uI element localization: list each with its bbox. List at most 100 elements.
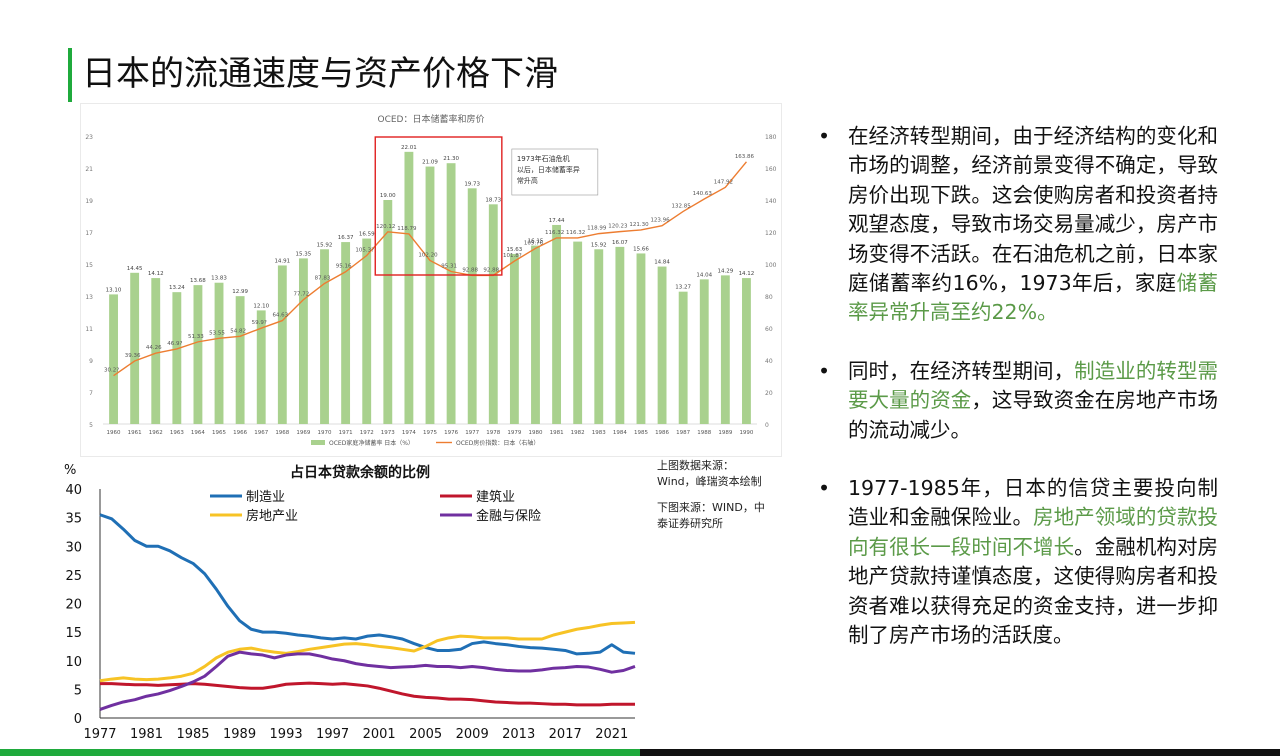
chart1-bar-label: 19.00 <box>380 193 396 199</box>
chart1-x-tick-label: 1966 <box>233 430 247 436</box>
chart1-right-tick-label: 160 <box>765 166 777 173</box>
chart1-bar <box>615 246 625 424</box>
chart1-bar <box>636 253 646 424</box>
chart1-bar <box>552 224 562 424</box>
chart1-x-tick-label: 1970 <box>318 430 332 436</box>
chart1-line-label: 44.26 <box>146 345 162 351</box>
chart1-line-label: 53.55 <box>209 330 225 336</box>
chart1-bar <box>193 285 203 424</box>
chart1-x-tick-label: 1963 <box>170 430 184 436</box>
chart1-x-tick-label: 1985 <box>634 430 648 436</box>
chart1-bar <box>341 242 351 424</box>
chart1-line-label: 51.33 <box>188 334 204 340</box>
chart1-line-label: 95.31 <box>441 264 457 270</box>
chart1-x-tick-label: 1984 <box>613 430 627 436</box>
chart1-bar <box>172 292 182 424</box>
chart1-bar <box>531 245 540 424</box>
chart1-bar-label: 16.37 <box>338 235 354 241</box>
loan-share-chart: 占日本贷款余额的比例% 0 5 10 15 20 25 30 35 40 1977 1981 1985 1… <box>60 458 642 744</box>
chart1-line-label: 120.23 <box>608 224 628 230</box>
chart2-legend-label: 金融与保险 <box>476 508 541 524</box>
chart1-legend-label: OCED家庭净储蓄率 日本（%） <box>329 439 414 447</box>
bullet-text: 同时，在经济转型期间， <box>848 358 1075 383</box>
chart1-line-label: 92.88 <box>462 267 478 273</box>
source-note: 上图数据来源：Wind，峰瑞资本绘制 下图来源：WIND，中泰证券研究所 <box>657 458 767 542</box>
chart1-line-label: 64.63 <box>272 313 288 319</box>
chart2-y-tick-label: 5 <box>74 683 82 698</box>
chart1-bar <box>298 258 308 424</box>
chart1-right-tick-label: 20 <box>765 390 773 397</box>
chart1-line-label: 46.9? <box>167 341 182 347</box>
chart2-x-tick-label: 2009 <box>456 727 489 742</box>
bullet-dot: • <box>818 476 831 501</box>
chart2-y-tick-label: 35 <box>65 512 82 527</box>
chart1-bar <box>594 249 604 424</box>
chart1-bar-label: 14.12 <box>148 271 164 277</box>
chart1-left-tick-label: 9 <box>89 358 93 365</box>
chart1-x-tick-label: 1981 <box>550 430 564 436</box>
chart1-line-label: 77.72 <box>294 292 310 298</box>
chart1-bar <box>214 282 224 424</box>
chart1-bar <box>109 294 118 424</box>
chart1-bar <box>467 188 477 424</box>
chart1-x-tick-label: 1978 <box>486 430 500 436</box>
chart1-bar <box>130 272 140 424</box>
chart1-bar <box>573 241 583 424</box>
chart1-x-tick-label: 1989 <box>718 430 732 436</box>
chart1-line-label: 120.12 <box>376 224 395 230</box>
chart1-line-label: 123.96 <box>650 218 670 224</box>
chart1-left-tick-label: 21 <box>85 166 93 173</box>
chart1-line-label: 121.30 <box>629 222 649 228</box>
footer-green-bar <box>0 749 640 756</box>
chart1-bar-label: 18.73 <box>485 197 501 203</box>
chart1-line-label: 132.85 <box>672 203 692 209</box>
chart1-bar-label: 14.12 <box>739 271 755 277</box>
chart1-x-tick-label: 1990 <box>739 430 753 436</box>
chart1-x-tick-label: 1986 <box>655 430 669 436</box>
chart1-x-tick-label: 1983 <box>592 430 606 436</box>
chart1-bar-label: 14.45 <box>127 266 143 272</box>
chart1-x-tick-label: 1979 <box>507 430 521 436</box>
chart2-x-tick-label: 1997 <box>316 727 349 742</box>
loan-share-svg: 占日本贷款余额的比例% 0 5 10 15 20 25 30 35 40 1977 1981 1985 1… <box>64 463 636 742</box>
chart1-right-tick-label: 60 <box>765 326 773 333</box>
chart1-x-tick-label: 1975 <box>423 430 437 436</box>
chart1-bar <box>657 266 667 424</box>
chart1-right-tick-label: 180 <box>765 134 777 141</box>
chart1-title: OCED：日本储蓄率和房价 <box>378 113 485 125</box>
chart2-series-line-3 <box>99 620 636 683</box>
bullet-text-after: 。金融机构对房地产贷款持谨慎态度，这使得购房者和投资者难以获得充足的资金支持，进… <box>848 534 1219 648</box>
chart1-bar-label: 19.73 <box>464 181 480 187</box>
chart1-x-tick-label: 1961 <box>128 430 142 436</box>
chart2-x-tick-label: 2017 <box>549 727 582 742</box>
chart1-bar <box>488 204 498 424</box>
chart1-bar-label: 13.10 <box>106 287 122 293</box>
bullet-dot: • <box>818 124 831 148</box>
chart2-x-tick-label: 2021 <box>595 727 628 742</box>
savings-house-price-svg: OCED：日本储蓄率和房价 5 7 9 11 13 15 17 19 21 23 0 20 40 60 80 1… <box>85 113 777 447</box>
bullet-text-after: ，这导致资金在房地产市场的流动减少。 <box>848 388 1219 442</box>
chart1-line-label: 39.36 <box>125 353 141 359</box>
bullet-highlight: 房地产领域的贷款投向有很长一段时间不增长 <box>848 505 1219 559</box>
chart1-x-tick-label: 1971 <box>339 430 353 436</box>
chart2-legend-label: 建筑业 <box>476 489 515 505</box>
chart1-x-tick-label: 1976 <box>444 430 458 436</box>
bullet-dot: • <box>818 358 831 383</box>
chart1-line-label: 105.3? <box>355 248 374 254</box>
bullet-text: 在经济转型期间，由于经济结构的变化和市场的调整，经济前景变得不确定，导致房价出现… <box>848 124 1218 296</box>
chart1-bar-label: 14.84 <box>654 260 670 266</box>
chart2-x-tick-label: 1993 <box>270 727 303 742</box>
chart1-x-tick-label: 1960 <box>107 430 121 436</box>
chart1-left-tick-label: 19 <box>85 198 93 205</box>
bullet-highlight: 制造业的转型需要大量的资金 <box>848 358 1219 413</box>
chart1-bar <box>742 278 751 424</box>
chart1-bar-label: 22.01 <box>401 145 417 151</box>
chart1-right-tick-label: 0 <box>765 422 769 429</box>
chart1-bar-label: 15.92 <box>591 242 607 248</box>
chart1-bar <box>277 265 287 424</box>
chart2-x-tick-label: 1981 <box>130 727 163 742</box>
chart2-title: 占日本贷款余额的比例 <box>290 464 430 481</box>
chart1-bar-label: 15.66 <box>633 246 649 252</box>
chart1-bar <box>404 151 414 424</box>
chart1-left-tick-label: 17 <box>85 230 93 237</box>
